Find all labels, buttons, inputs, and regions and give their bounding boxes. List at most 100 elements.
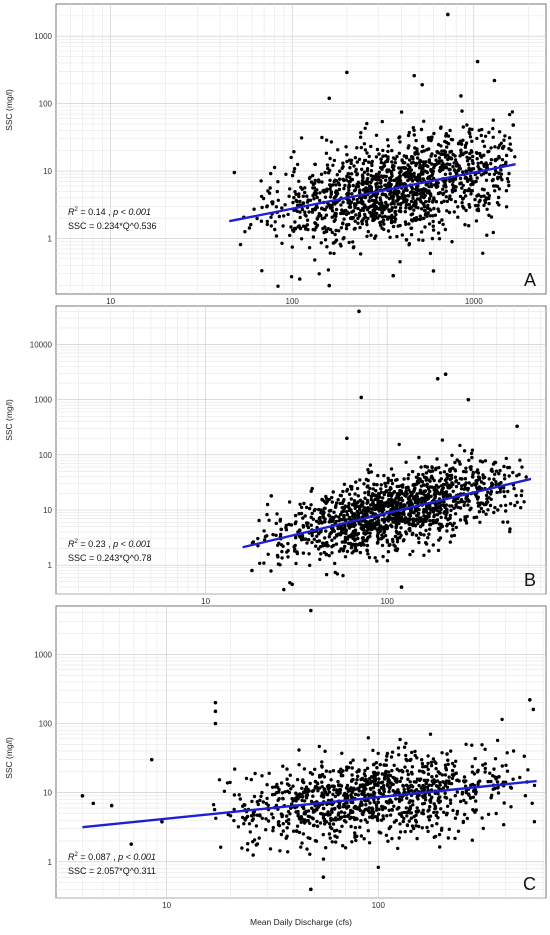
data-point [442, 470, 447, 474]
data-point [504, 503, 508, 507]
data-point [349, 508, 353, 512]
data-point [453, 816, 458, 820]
data-point [479, 501, 483, 505]
data-point [424, 519, 428, 523]
data-point [366, 216, 370, 221]
data-point [447, 167, 452, 171]
data-point [284, 523, 288, 528]
data-point [451, 165, 455, 169]
data-point [379, 203, 383, 207]
data-point [334, 840, 338, 844]
data-point [281, 796, 285, 801]
data-point [477, 167, 481, 171]
data-point [482, 144, 487, 148]
data-point [365, 820, 369, 824]
data-point [423, 225, 427, 229]
data-point [458, 139, 463, 143]
data-point [374, 182, 378, 186]
data-point [406, 146, 410, 150]
data-point [493, 472, 497, 476]
data-point [340, 518, 344, 522]
data-point [304, 505, 309, 510]
data-point [418, 519, 422, 523]
data-point [507, 183, 511, 188]
data-point [390, 481, 395, 486]
y-tick-label: 1000 [34, 32, 52, 41]
data-point [362, 170, 367, 174]
data-point [473, 203, 478, 208]
data-point [475, 136, 479, 141]
data-point [269, 569, 273, 573]
data-point [437, 832, 442, 837]
data-point [492, 78, 497, 83]
data-point [232, 793, 237, 797]
data-point [371, 763, 376, 767]
data-point [275, 782, 279, 787]
data-point [409, 788, 414, 793]
data-point [445, 209, 449, 213]
data-point [390, 750, 395, 754]
data-point [378, 762, 382, 767]
data-point [305, 793, 310, 797]
data-point [365, 208, 370, 212]
data-point [416, 206, 420, 210]
regression-equation: SSC = 0.234*Q^0.536 [68, 221, 157, 231]
data-point [448, 798, 453, 802]
data-point [386, 550, 391, 554]
data-point [422, 553, 426, 557]
data-point [531, 707, 536, 712]
data-point [374, 489, 378, 493]
data-point [339, 547, 343, 551]
data-point [327, 535, 331, 539]
data-point [404, 741, 408, 745]
data-point [462, 775, 467, 779]
data-point [287, 821, 291, 826]
data-point [359, 510, 363, 514]
data-point [308, 781, 312, 786]
data-point [415, 836, 419, 841]
data-point [397, 753, 401, 757]
data-point [363, 794, 367, 798]
data-point [342, 236, 346, 240]
data-point [520, 465, 524, 469]
data-point [376, 781, 381, 785]
data-point [273, 227, 277, 232]
data-point [456, 142, 461, 146]
data-point [389, 755, 394, 759]
x-tick-label: 100 [372, 901, 386, 910]
data-point [475, 59, 480, 64]
data-point [398, 174, 402, 179]
data-point [390, 768, 394, 773]
data-point [376, 492, 381, 496]
data-point [348, 166, 352, 170]
data-point [372, 209, 376, 213]
data-point [388, 813, 393, 817]
data-point [488, 503, 493, 508]
data-point [343, 527, 347, 531]
data-point [407, 473, 411, 477]
data-point [350, 177, 355, 182]
data-point [330, 840, 334, 844]
data-point [408, 490, 413, 494]
data-point [406, 497, 411, 501]
data-point [480, 743, 484, 747]
data-point [322, 788, 327, 792]
data-point [507, 147, 511, 151]
data-point [400, 768, 404, 773]
data-point [436, 792, 440, 796]
data-point [294, 536, 298, 540]
data-point [443, 791, 447, 795]
data-point [385, 138, 390, 142]
data-point [397, 166, 401, 170]
data-point [464, 466, 468, 470]
data-point [330, 500, 334, 504]
data-point [149, 757, 154, 762]
data-point [480, 127, 484, 132]
data-point [353, 188, 358, 192]
data-point [409, 218, 414, 222]
data-point [338, 512, 343, 517]
data-point [437, 168, 442, 173]
data-point [461, 819, 466, 824]
data-point [443, 155, 448, 159]
data-point [491, 118, 495, 122]
